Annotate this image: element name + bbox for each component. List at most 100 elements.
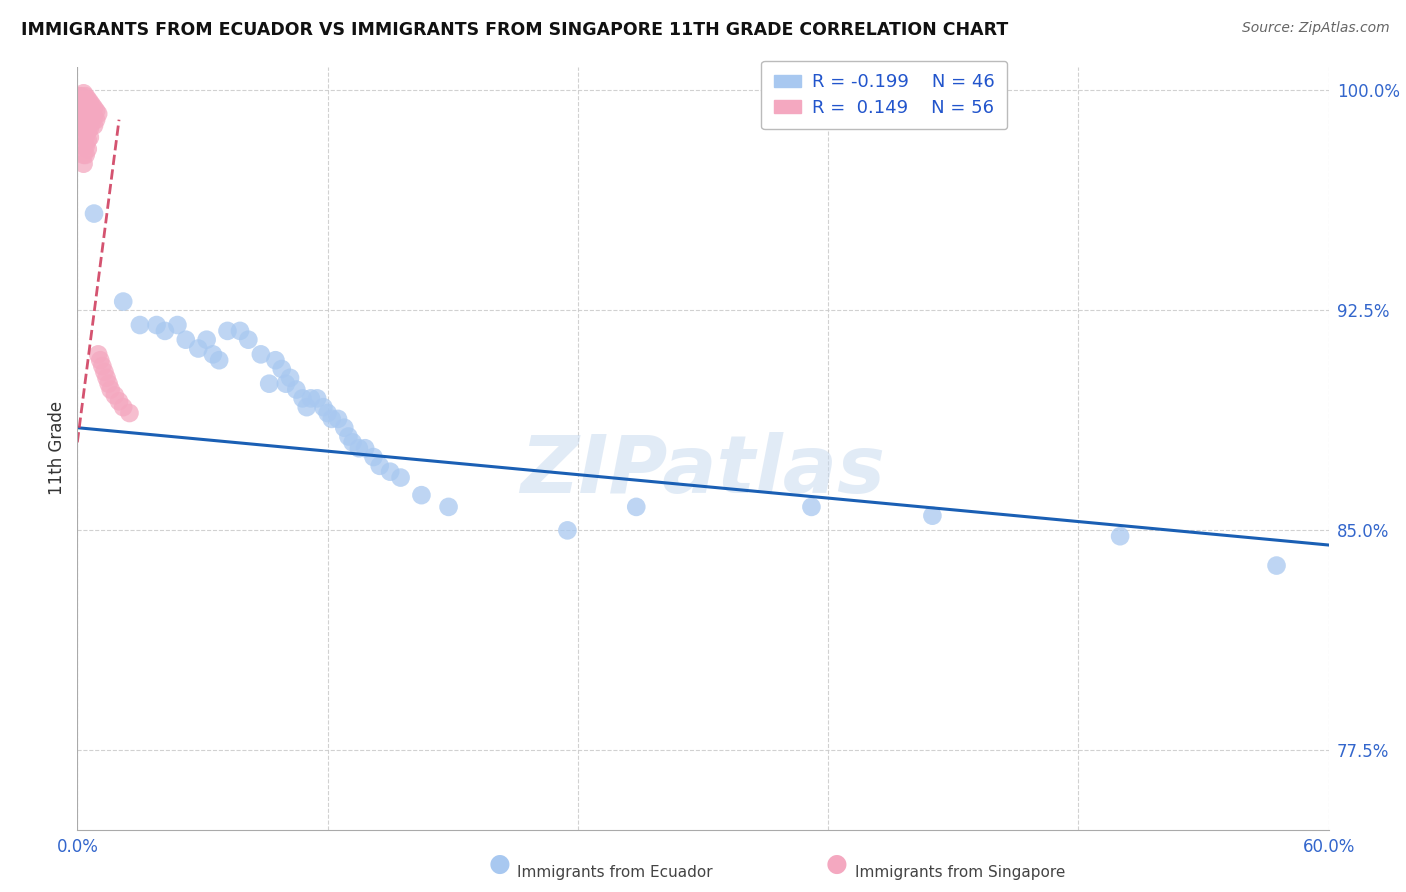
Point [104,388,127,402]
Point [72,139,94,153]
Point [174,333,197,347]
Point [70,119,93,133]
Point [80,115,103,129]
Point [437,500,460,514]
Text: Immigrants from Ecuador: Immigrants from Ecuador [517,865,713,880]
Point [108,394,131,409]
Point [79,95,101,109]
Point [80,98,103,112]
Point [76,92,98,106]
Point [389,470,412,484]
Point [76,142,98,156]
Y-axis label: 11th Grade: 11th Grade [48,401,66,495]
Point [337,429,360,443]
Point [75,103,97,118]
Point [274,376,297,391]
Point [118,406,141,420]
Point [800,500,823,514]
Point [87,107,110,121]
Point [112,400,135,414]
Point [79,103,101,118]
Point [145,318,167,332]
Point [321,412,343,426]
Point [312,400,335,414]
Point [91,359,114,373]
Point [72,95,94,109]
Point [72,157,94,171]
Text: ZIPatlas: ZIPatlas [520,432,886,510]
Point [264,353,287,368]
Point [75,112,97,127]
Point [75,95,97,109]
Point [84,103,107,118]
Point [87,347,110,361]
Point [72,112,94,127]
Point [75,139,97,153]
Point [166,318,188,332]
Point [270,362,292,376]
Point [342,435,364,450]
Point [195,333,218,347]
Point [97,376,120,391]
Point [70,103,93,118]
Point [363,450,385,464]
Point [67,89,90,103]
Point [557,524,579,538]
Point [257,376,280,391]
Point [96,371,118,385]
Point [1265,558,1288,573]
Point [285,383,308,397]
Point [72,148,94,162]
Point [75,148,97,162]
Point [80,107,103,121]
Point [326,412,349,426]
Point [75,89,97,103]
Point [70,112,93,127]
Point [79,130,101,145]
Point [76,98,98,112]
Point [316,406,339,420]
Point [72,121,94,136]
Point [307,392,329,406]
Point [208,353,231,368]
Point [70,89,93,103]
Point [921,508,943,523]
Text: Immigrants from Singapore: Immigrants from Singapore [855,865,1066,880]
Point [378,465,402,479]
Point [70,95,93,109]
Point [79,112,101,127]
Point [291,392,314,406]
Point [238,333,260,347]
Point [1109,529,1132,543]
Point [76,133,98,147]
Point [411,488,433,502]
Point [187,342,209,356]
Text: ●: ● [488,852,510,876]
Point [217,324,239,338]
Point [354,442,377,455]
Point [229,324,252,338]
Point [295,400,318,414]
Point [83,119,105,133]
Point [93,365,115,379]
Point [72,103,94,118]
Point [201,347,224,361]
Point [75,130,97,145]
Legend: R = -0.199    N = 46, R =  0.149    N = 56: R = -0.199 N = 46, R = 0.149 N = 56 [762,61,1008,129]
Text: ●: ● [825,852,848,876]
Point [368,458,391,473]
Point [84,112,107,127]
Text: IMMIGRANTS FROM ECUADOR VS IMMIGRANTS FROM SINGAPORE 11TH GRADE CORRELATION CHAR: IMMIGRANTS FROM ECUADOR VS IMMIGRANTS FR… [21,21,1008,38]
Point [83,101,105,115]
Point [129,318,152,332]
Point [75,121,97,136]
Point [83,110,105,124]
Point [347,442,370,455]
Point [112,294,135,309]
Point [72,130,94,145]
Point [333,420,356,434]
Point [76,107,98,121]
Point [278,371,301,385]
Point [89,353,111,368]
Text: Source: ZipAtlas.com: Source: ZipAtlas.com [1241,21,1389,35]
